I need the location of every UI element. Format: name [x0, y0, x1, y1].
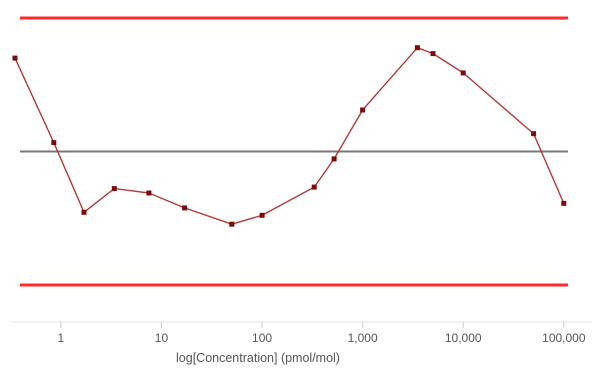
data-point	[430, 51, 436, 57]
data-point	[460, 70, 466, 76]
x-tick-label: 10,000	[445, 331, 482, 345]
data-point	[414, 45, 420, 51]
data-point	[229, 221, 235, 227]
x-tick-label: 1	[58, 331, 65, 345]
data-point	[182, 205, 188, 211]
x-tick-label: 100,000	[542, 331, 586, 345]
data-point	[531, 131, 537, 137]
data-point	[111, 186, 117, 192]
reference-lines	[20, 16, 568, 287]
data-point	[259, 212, 265, 218]
data-point	[146, 190, 152, 196]
series-group	[12, 45, 567, 227]
x-tick-label: 1,000	[348, 331, 378, 345]
x-tick-label: 100	[252, 331, 272, 345]
x-axis-label: log[Concentration] (pmol/mol)	[176, 351, 340, 365]
data-point	[561, 200, 567, 206]
x-ticks: 1 10 100 1,000 10,000 100,000	[58, 322, 586, 345]
data-point	[12, 55, 18, 61]
data-point	[331, 156, 337, 162]
series-line	[14, 47, 565, 225]
data-point	[81, 209, 87, 215]
data-point	[311, 184, 317, 190]
data-point	[51, 140, 57, 146]
x-tick-label: 10	[155, 331, 169, 345]
data-point	[360, 107, 366, 113]
